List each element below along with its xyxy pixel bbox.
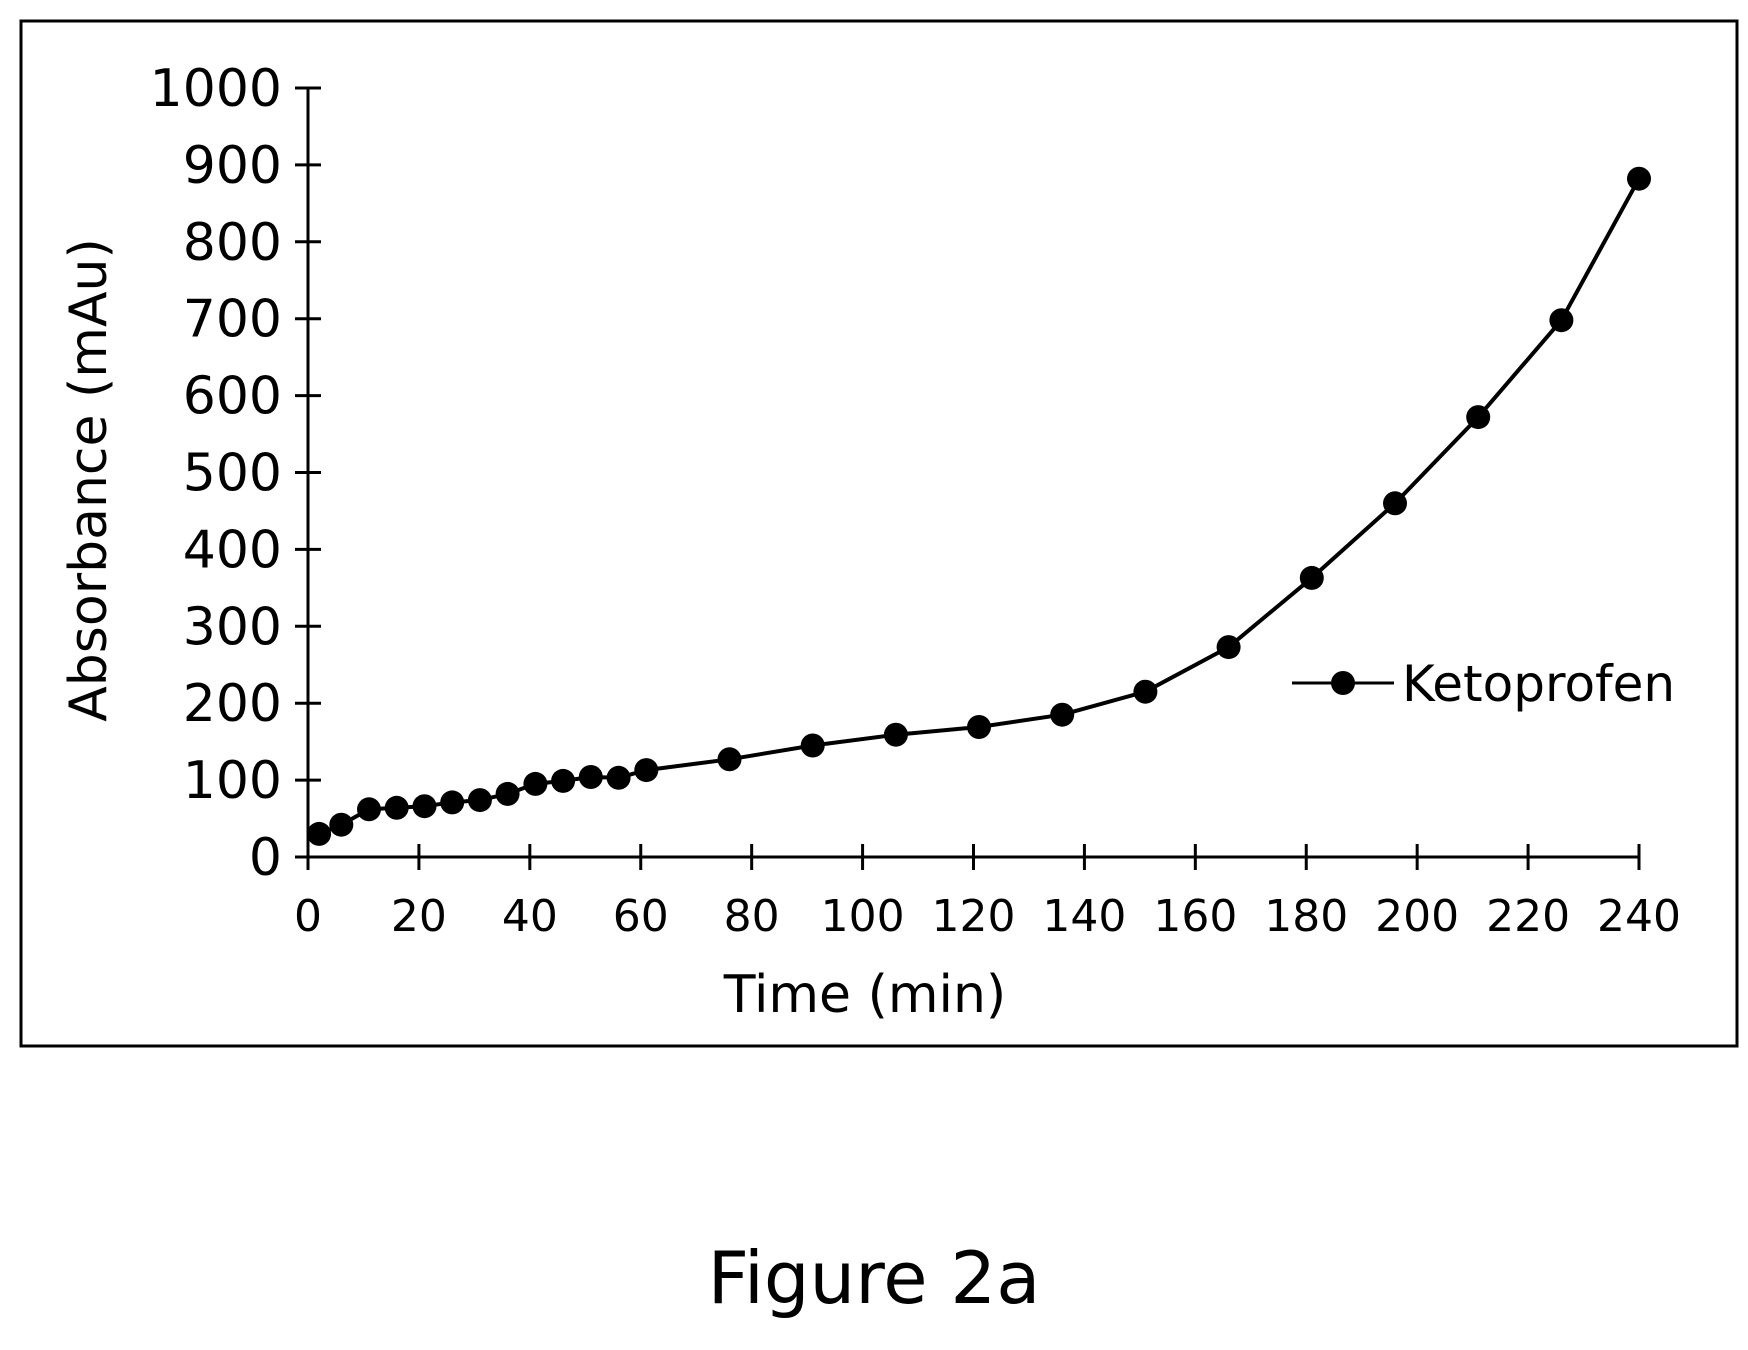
data-point	[523, 771, 548, 796]
data-point	[1549, 308, 1574, 333]
data-point	[412, 794, 437, 819]
data-point	[883, 722, 908, 747]
legend-label-ketoprofen: Ketoprofen	[1402, 655, 1675, 713]
data-point	[440, 790, 465, 815]
data-point	[307, 821, 332, 846]
x-tick-label: 240	[1597, 891, 1681, 942]
x-tick-label: 160	[1153, 891, 1237, 942]
x-tick-label: 120	[932, 891, 1016, 942]
legend-marker-ketoprofen	[1331, 671, 1355, 695]
y-tick-label: 300	[183, 597, 282, 657]
x-tick-label: 200	[1375, 891, 1459, 942]
y-axis-title: Absorbance (mAu)	[59, 238, 119, 722]
data-point	[717, 747, 742, 772]
x-tick-label: 60	[613, 891, 669, 942]
x-tick-label: 80	[724, 891, 780, 942]
data-point	[1050, 702, 1075, 727]
data-point	[1627, 166, 1651, 191]
data-point	[800, 733, 825, 758]
y-tick-label: 100	[183, 751, 282, 811]
series-layer	[307, 166, 1651, 846]
data-point	[1216, 635, 1241, 660]
x-tick-label: 100	[821, 891, 905, 942]
x-tick-label: 20	[391, 891, 447, 942]
y-tick-label: 600	[183, 367, 282, 427]
data-point	[467, 788, 492, 813]
data-point	[1383, 491, 1407, 516]
y-tick-label: 900	[183, 136, 282, 196]
data-point	[384, 795, 409, 820]
legend: Ketoprofen	[1292, 655, 1675, 713]
x-axis-title: Time (min)	[723, 965, 1006, 1025]
y-tick-label: 200	[183, 674, 282, 734]
data-point	[1299, 565, 1324, 590]
y-tick-label: 0	[249, 828, 282, 888]
data-point	[967, 715, 991, 739]
data-point	[1466, 405, 1491, 430]
y-tick-label: 800	[183, 213, 282, 273]
x-axis-ticks: 0 20 40 60 80 100 120 140 160 180 200 220 240	[294, 844, 1681, 942]
data-point	[606, 765, 631, 790]
y-tick-label: 500	[183, 444, 282, 504]
data-point	[495, 781, 520, 806]
x-tick-label: 180	[1264, 891, 1348, 942]
data-point	[578, 765, 603, 789]
data-point	[1133, 679, 1158, 704]
data-point	[329, 812, 354, 837]
x-tick-label: 220	[1486, 891, 1570, 942]
data-point	[551, 768, 576, 793]
data-point	[634, 758, 659, 783]
x-tick-label: 40	[502, 891, 558, 942]
figure-caption: Figure 2a	[707, 1236, 1041, 1320]
data-point	[357, 797, 381, 822]
y-tick-label: 1000	[150, 59, 282, 119]
x-tick-label: 140	[1042, 891, 1126, 942]
y-tick-label: 400	[183, 520, 282, 580]
y-tick-label: 700	[183, 290, 282, 350]
y-axis-ticks: 0 100 200 300 400 500 600 700 800 900 1000	[150, 59, 321, 888]
x-tick-label: 0	[294, 891, 322, 942]
